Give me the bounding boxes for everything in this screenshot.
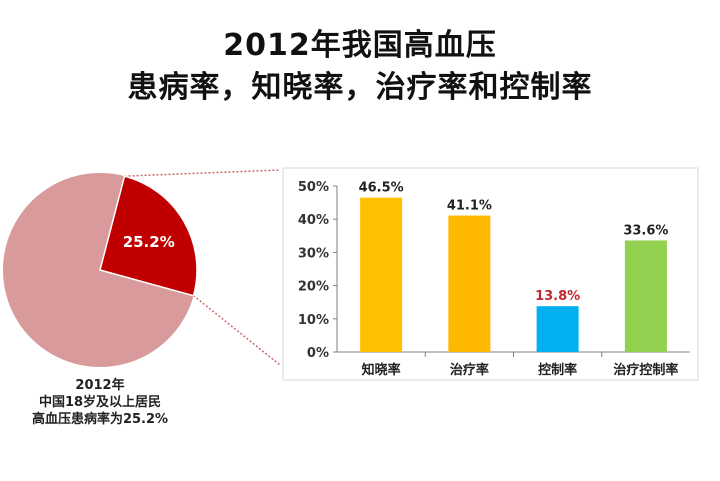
bar-value-label: 33.6% [623, 223, 668, 238]
y-tick-label: 40% [298, 213, 329, 228]
connector-line-bottom [193, 295, 281, 366]
pie-slice-rest [2, 173, 194, 368]
y-tick-label: 10% [298, 313, 329, 328]
chart-title-line2: 患病率，知晓率，治疗率和控制率 [127, 70, 593, 105]
x-category-label: 治疗控制率 [613, 362, 678, 378]
x-category-label: 知晓率 [362, 362, 401, 378]
bar-value-label: 13.8% [535, 289, 580, 304]
x-category-label: 治疗率 [450, 362, 489, 378]
pie-caption-line2: 中国18岁及以上居民 [38, 395, 162, 410]
y-tick-label: 50% [298, 180, 329, 195]
x-category-label: 控制率 [538, 362, 577, 378]
bar-value-label: 41.1% [447, 199, 492, 214]
pie-caption-line1: 2012年 [75, 378, 125, 393]
bar [624, 240, 667, 352]
bar [360, 197, 403, 352]
y-tick-label: 30% [298, 246, 329, 261]
bar-value-label: 46.5% [359, 181, 404, 196]
bar [536, 306, 579, 352]
pie-slice-label: 25.2% [123, 233, 175, 251]
bar [448, 215, 491, 352]
connector-line-top [124, 169, 281, 177]
pie-caption-line3: 高血压患病率为25.2% [31, 412, 169, 427]
y-tick-label: 0% [307, 346, 329, 361]
pie-slice-highlight [99, 175, 198, 297]
y-tick-label: 20% [298, 280, 329, 295]
chart-title-line1: 2012年我国高血压 [223, 28, 497, 63]
